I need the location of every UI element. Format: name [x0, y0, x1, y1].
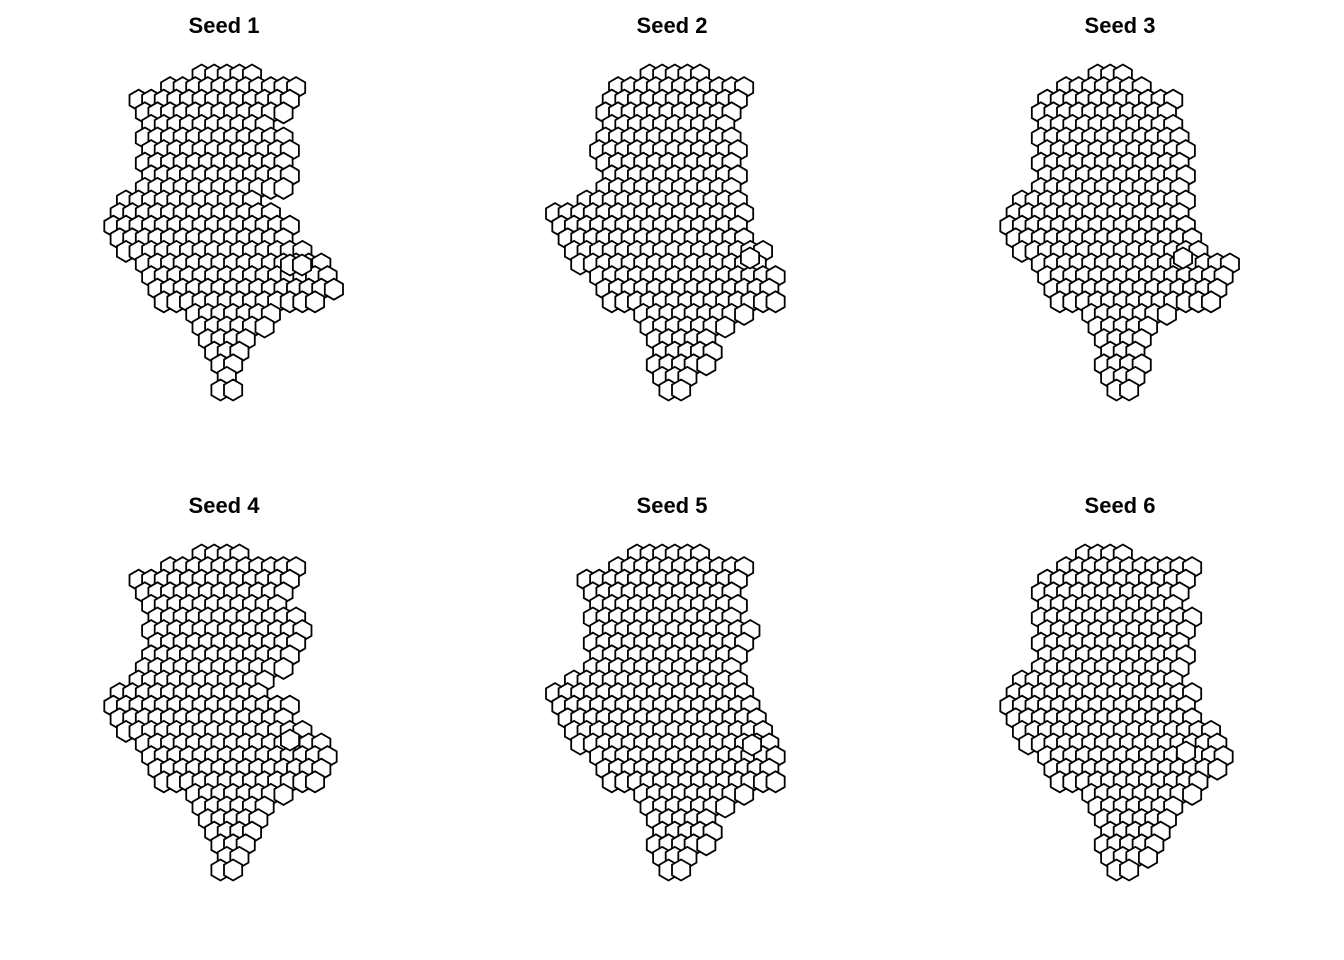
panel-title: Seed 2: [636, 13, 708, 38]
hex-cell: [715, 795, 736, 819]
hex-cell: [765, 290, 786, 314]
hex-cell: [671, 378, 692, 402]
hex-cell: [223, 378, 244, 402]
hex-cell: [742, 733, 762, 757]
hex-cell: [1176, 740, 1196, 764]
hex-cell: [254, 315, 275, 339]
hex-cell: [280, 728, 300, 752]
hex-cell: [1207, 757, 1228, 781]
panel-seed-5: Seed 5: [448, 480, 896, 960]
hex-map: [545, 63, 786, 402]
hex-map: [103, 63, 344, 402]
hex-cell: [292, 253, 312, 277]
hex-cell: [273, 782, 294, 806]
hex-cell: [765, 770, 786, 794]
hex-cell: [1138, 845, 1158, 869]
panel-title: Seed 4: [188, 493, 260, 518]
hex-map: [999, 543, 1234, 882]
panel-title: Seed 1: [188, 13, 260, 38]
hex-map: [999, 63, 1240, 402]
hex-cell: [273, 656, 294, 680]
hex-cell: [696, 353, 717, 377]
hex-cell: [1119, 858, 1140, 882]
hex-cell: [696, 833, 717, 857]
hex-cell: [305, 770, 325, 794]
hex-cell: [223, 858, 244, 882]
panel-seed-6: Seed 6: [896, 480, 1344, 960]
hex-cell: [734, 782, 755, 806]
hex-cell: [1119, 378, 1140, 402]
panel-title: Seed 6: [1084, 493, 1156, 518]
hex-cell: [734, 302, 755, 326]
hex-cell: [323, 277, 344, 301]
panel-seed-1: Seed 1: [0, 0, 448, 480]
hex-cell: [273, 101, 294, 125]
panel-seed-3: Seed 3: [896, 0, 1344, 480]
hex-cell: [740, 246, 760, 270]
hex-cell: [305, 290, 325, 314]
panel-title: Seed 3: [1084, 13, 1156, 38]
hex-map: [545, 543, 786, 882]
hex-cell: [1182, 782, 1203, 806]
hex-cell: [273, 176, 294, 200]
panel-seed-2: Seed 2: [448, 0, 896, 480]
panel-seed-4: Seed 4: [0, 480, 448, 960]
hex-map: [103, 543, 338, 882]
panel-title: Seed 5: [636, 493, 708, 518]
hex-cell: [715, 315, 736, 339]
hex-cell: [1156, 302, 1177, 326]
hex-cell: [671, 858, 692, 882]
hex-cell: [1201, 290, 1221, 314]
hex-cell: [1173, 246, 1193, 270]
